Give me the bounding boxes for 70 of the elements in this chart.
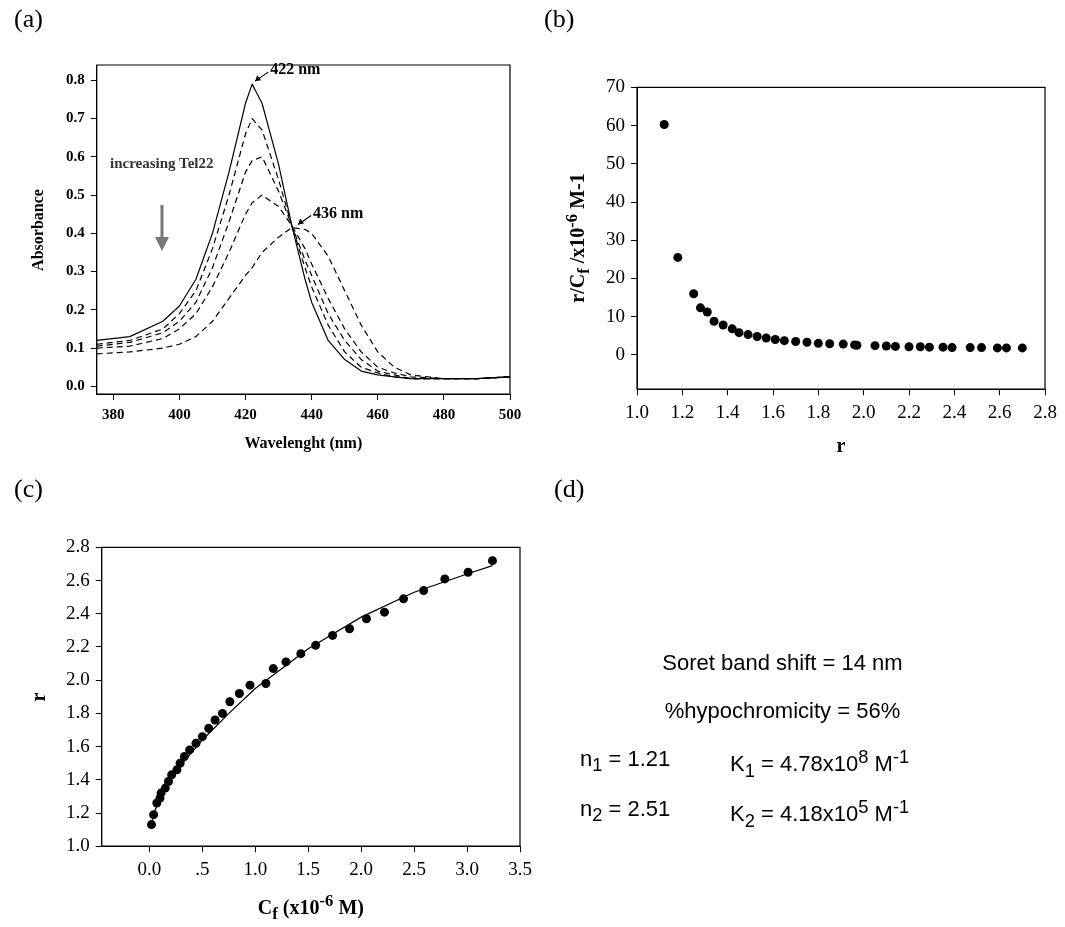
x-tick-label: 1.4	[715, 400, 741, 422]
y-tick-label: 30	[606, 228, 625, 250]
x-tick-label: .5	[195, 857, 210, 879]
chart-title: (b)	[544, 4, 575, 34]
x-tick-label: 480	[432, 405, 456, 422]
y-tick-label: 0.7	[66, 109, 86, 126]
y-axis-title: r	[26, 692, 50, 702]
chart-title: (c)	[14, 474, 43, 504]
text: Soret band shift = 14 nm	[662, 650, 903, 676]
text: (d)	[554, 474, 585, 504]
text: n$_{2}$ = 2.51	[580, 796, 671, 827]
x-tick-label: 1.0	[243, 857, 268, 879]
x-tick-label: 2.5	[402, 857, 426, 879]
y-tick-label: 0	[615, 342, 625, 364]
x-tick-label: 440	[300, 405, 323, 422]
y-tick-label: 0.3	[66, 262, 85, 279]
y-tick-label: 0.0	[66, 377, 85, 394]
x-tick-label: 2.4	[942, 400, 967, 422]
annotation: increasing Tel22	[109, 155, 215, 172]
x-tick-label: 3.0	[455, 857, 479, 879]
y-tick-label: 1.0	[66, 834, 90, 856]
y-tick-label: 2.8	[66, 535, 90, 557]
x-tick-label: 2.8	[1033, 400, 1057, 422]
x-tick-label: 1.2	[670, 400, 695, 422]
x-tick-label: 1.8	[806, 400, 831, 422]
x-tick-label: 400	[168, 405, 191, 422]
x-tick-label: 3.5	[508, 857, 532, 879]
x-axis-title: r	[836, 434, 846, 457]
y-tick-label: 0.5	[66, 185, 85, 202]
x-tick-label: 460	[366, 405, 390, 422]
y-tick-label: 0.2	[66, 300, 85, 317]
annotation: 436 nm	[313, 203, 365, 221]
x-axis-title: Wavelenght (nm)	[244, 434, 363, 452]
y-tick-label: 2.4	[66, 601, 91, 623]
y-tick-label: 2.0	[66, 668, 90, 690]
x-tick-label: 380	[102, 405, 125, 422]
x-tick-label: 2.0	[349, 857, 374, 879]
text: n$_{1}$ = 1.21	[580, 746, 671, 777]
y-tick-label: 1.4	[66, 767, 91, 789]
x-tick-label: 2.6	[987, 400, 1012, 422]
y-tick-label: 40	[606, 189, 625, 211]
y-tick-label: 2.2	[66, 634, 90, 656]
x-tick-label: 1.5	[296, 857, 321, 879]
x-tick-label: 0.0	[137, 857, 162, 879]
text: %hypochromicity = 56%	[664, 698, 901, 724]
y-tick-label: 70	[606, 75, 625, 97]
y-tick-label: 0.1	[66, 338, 85, 355]
y-tick-label: 2.6	[66, 568, 90, 590]
x-tick-label: 2.0	[851, 400, 876, 422]
text: K$_{1}$ = 4.78x10$^{8}$ M$^{-1}$	[730, 746, 910, 782]
y-tick-label: 0.4	[66, 224, 86, 241]
x-tick-label: 1.0	[625, 400, 649, 422]
y-tick-label: 10	[606, 304, 625, 326]
y-tick-label: 20	[606, 266, 625, 288]
x-tick-label: 500	[498, 405, 522, 422]
y-tick-label: 50	[606, 151, 625, 173]
annotation: 422 nm	[270, 60, 322, 78]
x-tick-label: 1.6	[761, 400, 785, 422]
text: K$_{2}$ = 4.18x10$^{5}$ M$^{-1}$	[730, 796, 910, 832]
y-tick-label: 60	[606, 113, 625, 135]
y-tick-label: 1.2	[66, 800, 90, 822]
chart-title: (a)	[14, 4, 43, 34]
x-tick-label: 420	[234, 405, 257, 422]
y-axis-title: Absorbance	[29, 188, 47, 271]
y-tick-label: 1.6	[66, 734, 90, 756]
y-tick-label: 0.6	[66, 147, 86, 164]
x-axis-title: C$_{f}$ (x10$^{-6}$ M)	[257, 891, 364, 924]
y-tick-label: 0.8	[66, 71, 85, 88]
y-tick-label: 1.8	[66, 701, 90, 723]
x-tick-label: 2.2	[897, 400, 921, 422]
